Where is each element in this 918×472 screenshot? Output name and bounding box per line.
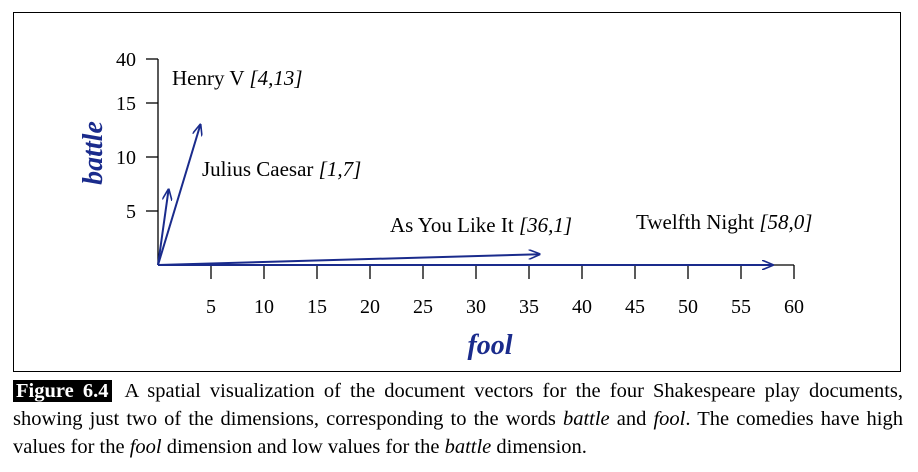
x-tick-label: 50 <box>678 296 698 318</box>
vector-as-you-like-it <box>157 254 540 266</box>
vector-label-henry-v: Henry V [4,13] <box>172 66 303 90</box>
y-tick-label: 5 <box>126 201 136 223</box>
caption-text: A spatial visualization of the document … <box>13 380 903 430</box>
y-axis-title: battle <box>78 121 109 185</box>
x-tick-label: 15 <box>307 296 327 318</box>
vector-label-twelfth-night: Twelfth Night [58,0] <box>636 210 812 234</box>
x-tick-label: 55 <box>731 296 751 318</box>
caption-term: battle <box>444 436 492 458</box>
vector-coords-julius-caesar: [1,7] <box>319 157 362 181</box>
x-tick-label: 40 <box>572 296 592 318</box>
x-tick-label: 10 <box>254 296 274 318</box>
y-tick-label: 40 <box>116 49 136 71</box>
vector-coords-henry-v: [4,13] <box>249 66 302 90</box>
vector-julius-caesar <box>157 189 169 266</box>
vector-coords-as-you-like-it: [36,1] <box>519 213 572 237</box>
vector-henry-v <box>157 125 200 266</box>
x-tick-label: 20 <box>360 296 380 318</box>
vector-coords-twelfth-night: [58,0] <box>759 210 812 234</box>
figure-caption: Figure 6.4 A spatial visualization of the… <box>13 377 903 461</box>
y-tick-label: 15 <box>116 93 136 115</box>
caption-text: . The comedies have high values for the <box>13 408 903 458</box>
y-tick-label: 10 <box>116 147 136 169</box>
figure-label: Figure 6.4 <box>13 380 113 402</box>
x-tick-label: 35 <box>519 296 539 318</box>
caption-term: battle <box>562 408 610 430</box>
caption-text: dimension. <box>491 436 587 458</box>
caption-text: and <box>609 408 654 430</box>
vector-label-as-you-like-it: As You Like It [36,1] <box>390 213 572 237</box>
x-tick-label: 25 <box>413 296 433 318</box>
vector-label-julius-caesar: Julius Caesar [1,7] <box>202 157 361 181</box>
x-axis-title: fool <box>467 330 512 361</box>
x-tick-label: 60 <box>784 296 804 318</box>
caption-text: dimension and low values for the <box>161 436 445 458</box>
x-tick-label: 5 <box>206 296 216 318</box>
x-tick-label: 30 <box>466 296 486 318</box>
chart: 5 10 15 20 25 30 35 40 45 50 55 60 5 10 15 40 Henry V [… <box>78 49 812 361</box>
figure-frame: 5 10 15 20 25 30 35 40 45 50 55 60 5 10 15 40 Henry V [… <box>13 12 901 372</box>
caption-term: fool <box>129 436 162 458</box>
caption-term: fool <box>653 408 686 430</box>
x-tick-label: 45 <box>625 296 645 318</box>
